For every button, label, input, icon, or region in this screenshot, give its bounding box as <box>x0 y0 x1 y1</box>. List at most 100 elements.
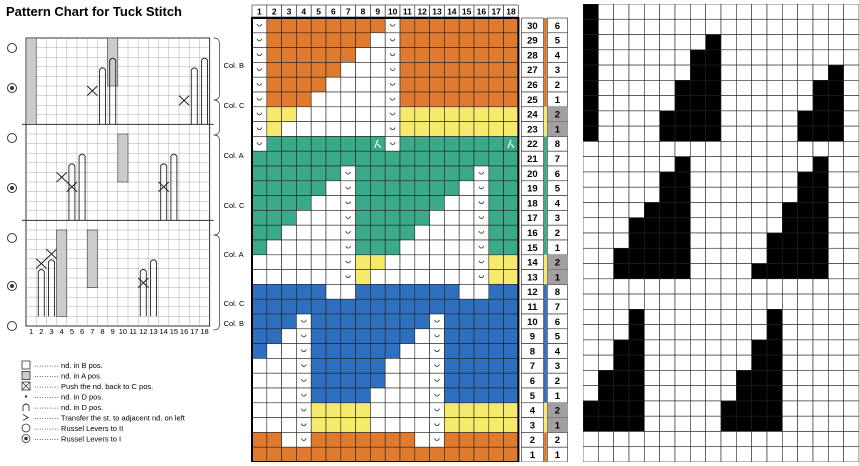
carriage-number: 2 <box>555 228 560 239</box>
grid-cell <box>414 121 430 137</box>
grid-cell <box>458 195 475 211</box>
punch-cell <box>659 354 676 371</box>
grid-cell <box>340 17 356 34</box>
grid-cell <box>444 239 460 256</box>
punch-cell <box>843 446 859 462</box>
punch-cell <box>812 446 829 462</box>
grid-cell <box>266 210 282 226</box>
punch-cell <box>583 80 599 96</box>
punch-cell <box>613 339 630 356</box>
punch-cell <box>751 202 768 219</box>
carriage-number: 3 <box>555 361 560 372</box>
grid-cell <box>266 91 282 108</box>
punch-cell <box>598 110 614 127</box>
grid-cell <box>325 136 342 152</box>
carriage-number: 2 <box>555 376 560 387</box>
grid-cell <box>310 165 327 182</box>
col-number: 12 <box>417 7 427 17</box>
punch-cell <box>628 293 645 310</box>
grid-cell <box>384 47 401 63</box>
grid-cell <box>473 136 490 152</box>
punch-cell <box>598 217 614 234</box>
grid-cell <box>325 165 342 182</box>
grid-cell <box>340 328 356 344</box>
grid-cell <box>266 195 282 211</box>
punch-cell <box>644 431 660 448</box>
grid-cell <box>458 417 475 433</box>
tuck-arch-icon <box>389 38 396 42</box>
punch-cell <box>674 293 691 310</box>
grid-cell <box>281 298 297 315</box>
grid-cell <box>340 47 356 63</box>
punch-cell <box>828 385 844 402</box>
grid-cell <box>384 313 401 330</box>
punch-cell <box>720 400 737 417</box>
grid-cell <box>414 239 430 256</box>
grid-cell <box>488 165 504 182</box>
punch-cell <box>736 4 752 20</box>
punch-cell <box>812 247 829 264</box>
grid-cell <box>370 136 386 152</box>
punch-cell <box>659 339 676 356</box>
punch-cell <box>583 171 599 188</box>
punch-cell <box>674 4 691 20</box>
grid-cell <box>281 62 297 78</box>
grid-cell <box>444 313 460 330</box>
punch-cell <box>705 110 722 127</box>
punch-cell <box>644 263 660 280</box>
band-marker <box>543 388 547 403</box>
grid-cell <box>355 121 371 137</box>
grid-cell <box>251 180 268 196</box>
punch-cell <box>782 171 798 188</box>
grid-cell <box>503 284 519 300</box>
punch-cell <box>736 34 752 51</box>
punch-cell <box>782 278 798 295</box>
punch-cell <box>720 18 737 35</box>
punch-cell <box>843 186 859 203</box>
punch-cell <box>766 141 783 157</box>
grid-cell <box>355 106 371 122</box>
needle-loop-icon <box>37 268 45 317</box>
grid-cell <box>414 17 430 34</box>
punch-cell <box>797 186 814 203</box>
band-marker <box>543 47 547 63</box>
row-number: 14 <box>527 258 538 269</box>
punch-cell <box>828 263 844 280</box>
grid-cell <box>355 150 371 167</box>
punch-cell <box>766 64 783 81</box>
grid-cell <box>444 76 460 93</box>
grid-cell <box>458 121 475 137</box>
punch-cell <box>674 247 691 264</box>
punch-cell <box>598 339 614 356</box>
band-marker <box>543 447 547 462</box>
grid-cell <box>488 180 504 196</box>
grid-cell <box>251 136 268 152</box>
punch-cell <box>828 400 844 417</box>
grid-cell <box>266 387 282 404</box>
punch-cell <box>598 125 614 142</box>
punch-cell <box>720 34 737 51</box>
row-number: 6 <box>530 376 535 387</box>
grid-cell <box>340 91 356 108</box>
punch-cell <box>598 232 614 249</box>
punch-cell <box>583 232 599 249</box>
punch-cell <box>736 125 752 142</box>
punch-cell <box>583 293 599 310</box>
grid-cell <box>503 387 519 404</box>
punch-cell <box>828 339 844 356</box>
grid-cell <box>266 446 282 462</box>
grid-cell <box>458 91 475 108</box>
punch-cell <box>751 385 768 402</box>
punch-cell <box>843 263 859 280</box>
grid-cell <box>399 150 416 167</box>
grid-cell <box>325 328 342 344</box>
punch-cell <box>736 202 752 219</box>
punch-cell <box>782 80 798 96</box>
grid-cell <box>325 269 342 285</box>
punch-cell <box>628 309 645 325</box>
grid-cell <box>444 210 460 226</box>
carriage-number: 4 <box>555 198 561 209</box>
grid-cell <box>399 106 416 122</box>
grid-cell <box>503 150 519 167</box>
